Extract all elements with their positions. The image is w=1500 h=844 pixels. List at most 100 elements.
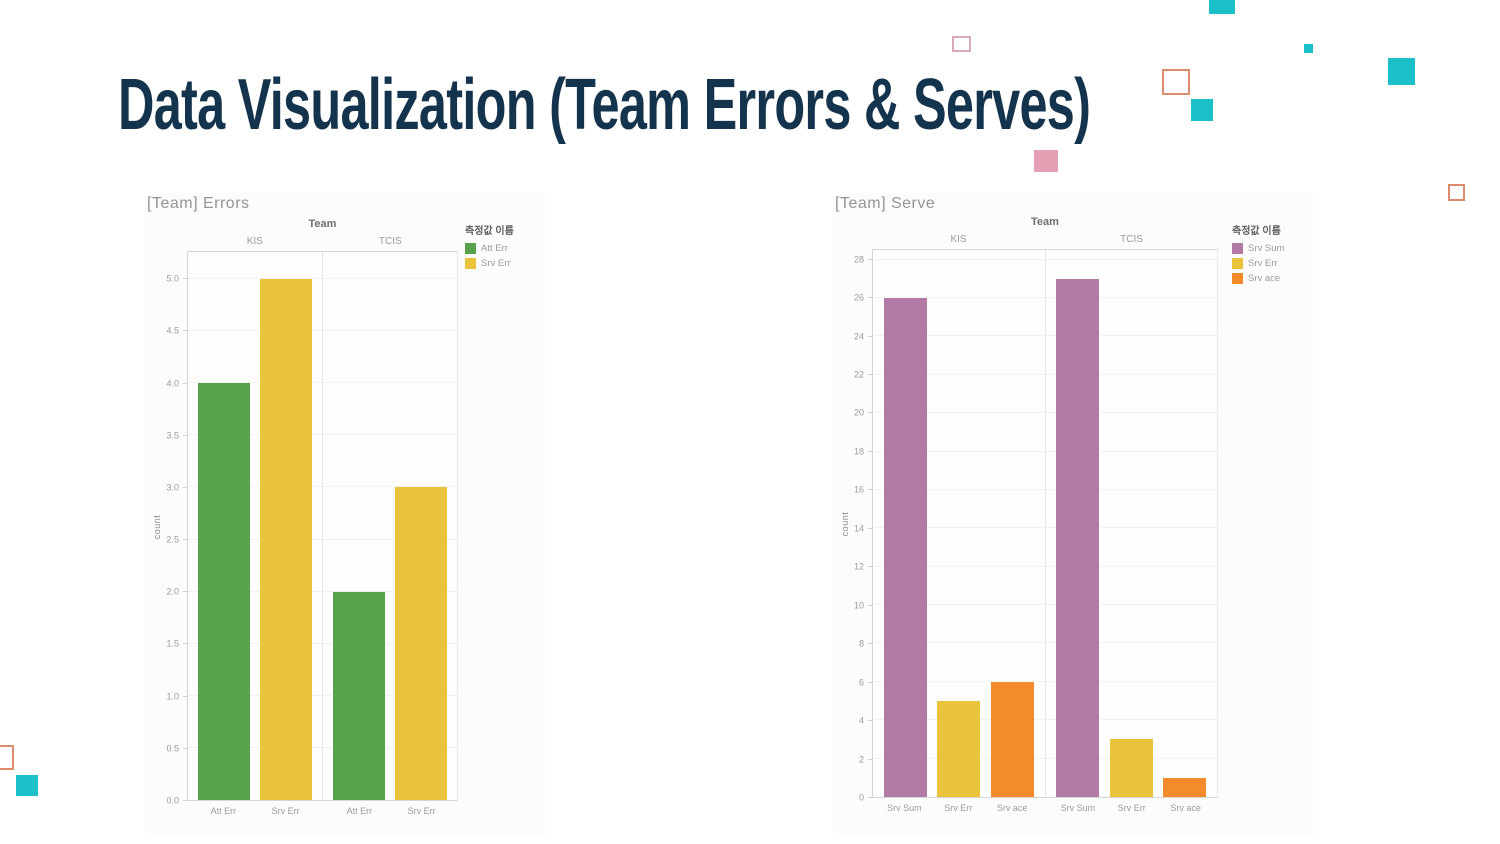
legend-swatch-srv-ace [1232,273,1243,284]
x-label-group-tcis: Att Err Srv Err [323,806,458,816]
y-tick-mark [183,800,187,801]
x-labels: Srv Sum Srv Err Srv ace Srv Sum Srv Err Srv a… [872,803,1218,813]
legend-item-att-err: Att Err [465,243,514,254]
y-tick-mark [868,527,872,529]
legend-swatch-srv-sum [1232,243,1243,254]
y-tick-label: 14 [853,523,864,534]
decor-square-teal-filled [1209,0,1235,14]
decor-square-orange-outline [1448,184,1465,201]
x-tick-label-srv-err: Srv Err [407,806,436,816]
legend-label: Srv Sum [1248,243,1285,254]
y-tick-label: 24 [853,331,864,342]
y-tick-mark [868,258,872,260]
y-tick-label: 1.5 [166,638,179,649]
y-tick-mark [868,566,872,568]
y-tick-mark [868,412,872,414]
y-tick-label: 28 [853,254,864,265]
bar-tcis-srv-sum [1056,278,1100,797]
facet-header: KIS TCIS [187,236,458,252]
bar-tcis-srv-ace [1163,777,1207,797]
y-axis: 0.0 0.5 1.0 1.5 2.0 2.5 3.0 3.5 4.0 4.5 5.0 [145,252,187,805]
decor-square-teal-filled [1388,58,1415,85]
pane-tcis [1046,250,1218,797]
decor-square-orange-outline [0,745,14,770]
y-tick-mark [183,278,187,280]
y-tick-mark [868,604,872,606]
y-tick-label: 2.5 [166,534,179,545]
y-tick-mark [183,382,187,384]
y-tick-label: 20 [853,407,864,418]
y-tick-mark [183,747,187,749]
x-tick-label-srv-sum: Srv Sum [1060,803,1096,813]
y-tick-mark [183,434,187,436]
y-axis: 0 2 4 6 8 10 12 14 16 18 20 22 24 26 28 [833,250,872,802]
facet-group-label-kis: KIS [246,236,263,247]
plot-area [187,252,458,801]
y-tick-label: 10 [853,600,864,611]
x-tick-label-srv-ace: Srv ace [996,803,1028,813]
y-tick-mark [868,797,872,798]
bar-kis-srv-err [937,701,981,797]
legend-title: 측정값 이름 [1232,226,1281,237]
legend-item-srv-sum: Srv Sum [1232,243,1284,254]
legend-item-srv-ace: Srv ace [1232,273,1284,284]
y-tick-mark [868,758,872,760]
y-tick-label: 8 [858,638,864,649]
y-tick-label: 2.0 [166,586,179,597]
x-labels: Att Err Srv Err Att Err Srv Err [187,806,458,816]
bar-tcis-srv-err [395,487,447,800]
y-tick-mark [868,643,872,645]
decor-square-pink-outline [952,36,971,52]
y-tick-label: 4.5 [166,325,179,336]
x-label-group-kis: Srv Sum Srv Err Srv ace [872,803,1046,813]
decor-square-teal-filled [1304,44,1313,53]
y-tick-label: 6 [858,677,864,688]
y-tick-label: 3.5 [166,430,179,441]
decor-square-teal-filled [1191,99,1213,121]
legend-swatch-srv-err [1232,258,1243,269]
x-tick-label-srv-err: Srv Err [1117,803,1146,813]
facet-header: KIS TCIS [872,234,1218,250]
x-label-group-tcis: Srv Sum Srv Err Srv ace [1046,803,1219,813]
panes [188,252,457,800]
decor-square-teal-filled [16,775,38,796]
x-tick-label-att-err: Att Err [210,806,237,816]
slide-title: Data Visualization (Team Errors & Serves… [118,65,1091,145]
x-tick-label-srv-err: Srv Err [271,806,300,816]
y-tick-label: 3.0 [166,482,179,493]
y-tick-label: 2 [858,754,864,765]
legend-item-srv-err: Srv Err [1232,258,1284,269]
legend: 측정값 이름 Srv Sum Srv Err Srv ace [1232,222,1284,288]
y-tick-mark [183,695,187,697]
bar-kis-att-err [198,383,250,800]
chart-title: [Team] Errors [147,195,250,212]
x-label-group-kis: Att Err Srv Err [187,806,323,816]
chart-title: [Team] Serve [835,195,936,212]
y-tick-mark [868,335,872,337]
pane-kis [873,250,1046,797]
y-tick-label: 22 [853,369,864,380]
bar-kis-srv-ace [990,681,1034,797]
legend-label: Srv ace [1248,273,1281,284]
legend-title: 측정값 이름 [465,226,514,237]
y-axis-title: count [152,514,162,539]
x-tick-label-srv-ace: Srv ace [1170,803,1201,813]
facet-group-label-tcis: TCIS [1120,234,1143,245]
y-tick-label: 18 [853,446,864,457]
decor-square-pink-filled [1034,150,1058,172]
facet-label: Team [1031,216,1059,228]
facet-label: Team [308,218,337,230]
y-tick-label: 16 [853,484,864,495]
y-tick-label: 12 [853,561,864,572]
y-axis-title: count [840,511,850,537]
legend: 측정값 이름 Att Err Srv Err [465,222,514,273]
y-tick-mark [183,591,187,593]
plot-area [872,250,1218,798]
y-tick-label: 4.0 [166,378,179,389]
serve-chart: [Team] Serve Team KIS TCIS 0 2 4 6 8 10 12 14 16 18 20… [833,193,1313,838]
x-tick-label-srv-err: Srv Err [944,803,973,813]
bar-kis-srv-sum [883,297,927,797]
pane-kis [188,252,323,800]
y-tick-mark [183,643,187,645]
